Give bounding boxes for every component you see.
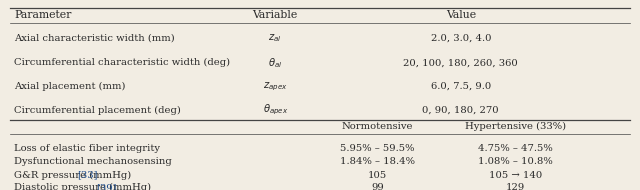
Text: 4.75% – 47.5%: 4.75% – 47.5% bbox=[478, 144, 552, 153]
Text: Diastolic pressure (mmHg): Diastolic pressure (mmHg) bbox=[14, 183, 154, 190]
Text: 1.08% – 10.8%: 1.08% – 10.8% bbox=[478, 157, 552, 166]
Text: 105 → 140: 105 → 140 bbox=[488, 171, 542, 180]
Text: 5.95% – 59.5%: 5.95% – 59.5% bbox=[340, 144, 415, 153]
Text: 99: 99 bbox=[371, 183, 384, 190]
Text: Loss of elastic fiber integrity: Loss of elastic fiber integrity bbox=[14, 144, 160, 153]
Text: 20, 100, 180, 260, 360: 20, 100, 180, 260, 360 bbox=[403, 58, 518, 67]
Text: 1.84% – 18.4%: 1.84% – 18.4% bbox=[340, 157, 415, 166]
Text: Hypertensive (33%): Hypertensive (33%) bbox=[465, 122, 566, 131]
Text: Axial placement (mm): Axial placement (mm) bbox=[14, 82, 125, 91]
Text: $z_{apex}$: $z_{apex}$ bbox=[263, 80, 287, 93]
Text: 0, 90, 180, 270: 0, 90, 180, 270 bbox=[422, 106, 499, 115]
Text: $z_{al}$: $z_{al}$ bbox=[268, 32, 282, 44]
Text: Dysfunctional mechanosensing: Dysfunctional mechanosensing bbox=[14, 157, 172, 166]
Text: 2.0, 3.0, 4.0: 2.0, 3.0, 4.0 bbox=[431, 33, 491, 43]
Text: Axial characteristic width (mm): Axial characteristic width (mm) bbox=[14, 33, 175, 43]
Text: Normotensive: Normotensive bbox=[342, 122, 413, 131]
Text: 105: 105 bbox=[368, 171, 387, 180]
Text: Value: Value bbox=[445, 10, 476, 20]
Text: 6.0, 7.5, 9.0: 6.0, 7.5, 9.0 bbox=[431, 82, 491, 91]
Text: 129: 129 bbox=[506, 183, 525, 190]
Text: G&R pressure (mmHg): G&R pressure (mmHg) bbox=[14, 171, 134, 180]
Text: $\theta_{al}$: $\theta_{al}$ bbox=[268, 56, 282, 70]
Text: Circumferential characteristic width (deg): Circumferential characteristic width (de… bbox=[14, 58, 230, 67]
Text: $\theta_{apex}$: $\theta_{apex}$ bbox=[262, 103, 288, 117]
Text: [39]: [39] bbox=[97, 183, 117, 190]
Text: Circumferential placement (deg): Circumferential placement (deg) bbox=[14, 106, 181, 115]
Text: Variable: Variable bbox=[253, 10, 298, 20]
Text: [33]: [33] bbox=[77, 171, 98, 180]
Text: Parameter: Parameter bbox=[14, 10, 72, 20]
